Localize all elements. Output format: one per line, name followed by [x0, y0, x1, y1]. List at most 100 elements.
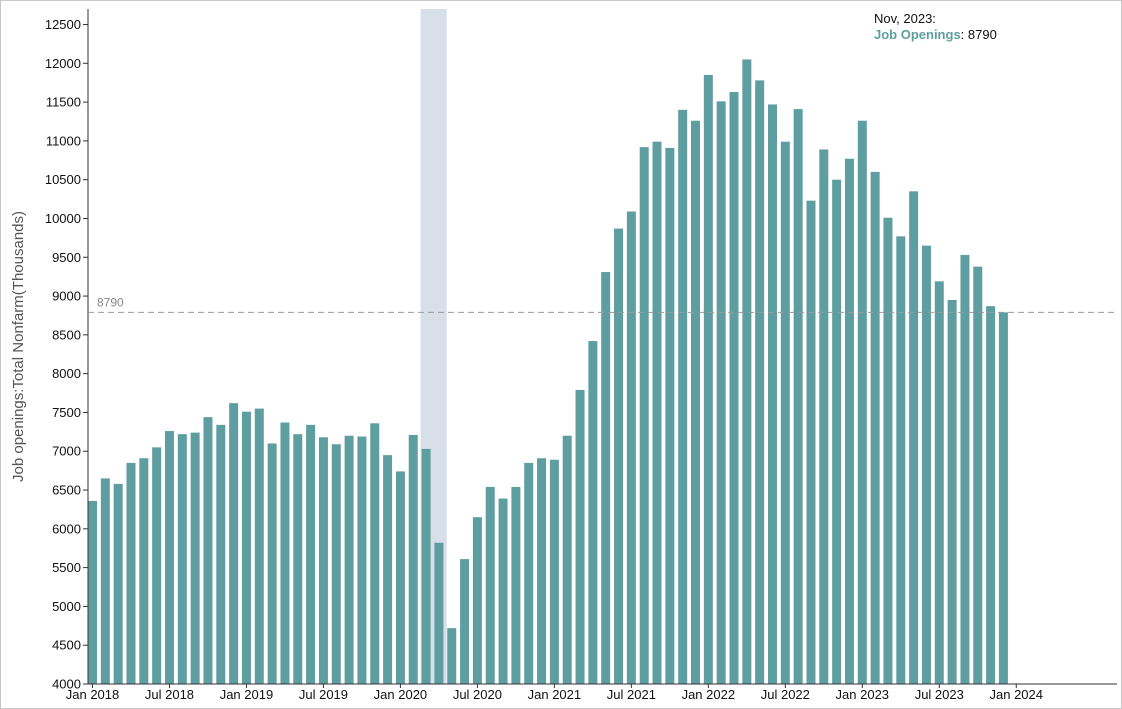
y-tick-label: 10500	[45, 172, 81, 187]
bar[interactable]	[164, 431, 174, 684]
bar[interactable]	[498, 498, 508, 684]
bar[interactable]	[113, 483, 123, 684]
x-tick-label: Jan 2023	[836, 687, 890, 702]
bar[interactable]	[203, 417, 213, 684]
bar[interactable]	[395, 471, 405, 684]
bar[interactable]	[421, 448, 431, 684]
bar[interactable]	[460, 559, 470, 684]
bar[interactable]	[998, 312, 1008, 684]
y-tick-label: 5000	[52, 599, 81, 614]
y-tick-label: 12500	[45, 17, 81, 32]
bar[interactable]	[280, 422, 290, 684]
bar[interactable]	[870, 171, 880, 684]
bar[interactable]	[909, 191, 919, 685]
bar[interactable]	[601, 272, 611, 684]
y-tick-label: 9000	[52, 289, 81, 304]
bar[interactable]	[614, 228, 624, 684]
bar[interactable]	[524, 462, 534, 684]
bar[interactable]	[921, 245, 931, 684]
y-tick-label: 11000	[46, 133, 81, 148]
x-tick-label: Jul 2023	[915, 687, 964, 702]
x-tick-label: Jan 2021	[528, 687, 582, 702]
y-tick-label: 11500	[46, 95, 81, 110]
bar[interactable]	[793, 109, 803, 685]
bar[interactable]	[472, 517, 482, 684]
bar[interactable]	[537, 458, 547, 684]
bar[interactable]	[729, 92, 739, 685]
tooltip-separator: :	[960, 27, 965, 42]
bar[interactable]	[152, 447, 162, 684]
bar[interactable]	[716, 101, 726, 685]
bar[interactable]	[857, 120, 867, 685]
bar[interactable]	[139, 458, 149, 684]
bar[interactable]	[357, 436, 367, 685]
bar[interactable]	[229, 403, 239, 684]
bar[interactable]	[100, 478, 110, 684]
bar[interactable]	[678, 109, 688, 685]
tooltip-row: Job Openings: 8790	[874, 27, 997, 43]
bar[interactable]	[960, 254, 970, 684]
bar[interactable]	[344, 435, 354, 684]
bar[interactable]	[254, 408, 264, 684]
bar[interactable]	[241, 411, 251, 684]
bar[interactable]	[549, 459, 559, 684]
tooltip-series-name: Job Openings	[874, 27, 961, 42]
bar[interactable]	[306, 424, 316, 684]
bar[interactable]	[832, 179, 842, 685]
bar[interactable]	[665, 147, 675, 685]
y-tick-label: 8000	[52, 366, 81, 381]
bar[interactable]	[447, 628, 457, 684]
bar[interactable]	[434, 542, 444, 684]
x-tick-label: Jan 2020	[374, 687, 428, 702]
bar[interactable]	[190, 432, 200, 684]
bar[interactable]	[177, 434, 187, 684]
bar[interactable]	[267, 443, 277, 684]
bar[interactable]	[844, 158, 854, 684]
x-tick-label: Jan 2018	[66, 687, 120, 702]
x-tick-label: Jan 2019	[220, 687, 274, 702]
bar[interactable]	[626, 211, 636, 685]
bar[interactable]	[639, 147, 649, 684]
bars-layer	[88, 59, 1008, 685]
bar[interactable]	[780, 141, 790, 684]
bar[interactable]	[88, 500, 97, 684]
bar[interactable]	[755, 80, 765, 684]
bar[interactable]	[408, 434, 418, 684]
y-axis-label: Job openings:Total Nonfarm(Thousands)	[10, 211, 27, 482]
bar[interactable]	[767, 104, 777, 685]
bar[interactable]	[216, 424, 226, 684]
x-tick-label: Jul 2020	[453, 687, 502, 702]
bar[interactable]	[318, 437, 328, 684]
bar[interactable]	[947, 299, 957, 684]
bar[interactable]	[806, 200, 816, 684]
axes-layer: 4000 4500 5000 5500 6000 6500 7000 7500 8000 8500…	[45, 9, 1117, 702]
bar[interactable]	[126, 462, 136, 684]
bar[interactable]	[575, 389, 585, 684]
bar[interactable]	[691, 120, 701, 685]
y-tick-label: 10000	[45, 211, 81, 226]
bar[interactable]	[293, 434, 303, 684]
bar[interactable]	[934, 281, 944, 684]
bar[interactable]	[562, 435, 572, 684]
bar[interactable]	[370, 423, 380, 684]
bar[interactable]	[883, 217, 893, 684]
x-tick-label: Jan 2022	[682, 687, 736, 702]
bar[interactable]	[986, 306, 996, 684]
bar[interactable]	[896, 236, 906, 685]
bar[interactable]	[511, 486, 521, 684]
bar[interactable]	[652, 141, 662, 684]
bar[interactable]	[485, 486, 495, 684]
bar[interactable]	[383, 455, 393, 684]
bar[interactable]	[703, 74, 713, 685]
reference-line-label: 8790	[97, 295, 124, 309]
x-tick-label: Jul 2021	[607, 687, 656, 702]
reference-layer: 8790	[88, 295, 1117, 313]
x-tick-label: Jul 2019	[299, 687, 348, 702]
y-tick-label: 6500	[52, 483, 81, 498]
bar[interactable]	[331, 444, 341, 684]
bar[interactable]	[973, 266, 983, 684]
bar[interactable]	[588, 341, 598, 684]
bar[interactable]	[742, 59, 752, 685]
bar[interactable]	[819, 149, 829, 684]
